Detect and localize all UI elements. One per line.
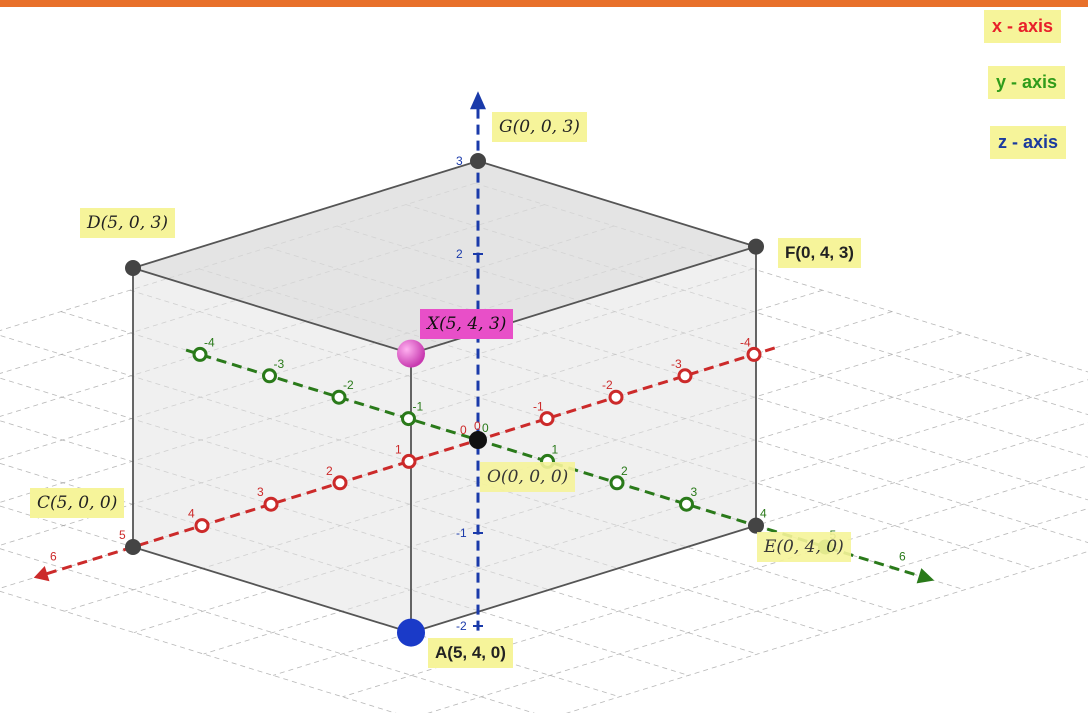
vertex-x — [397, 339, 425, 368]
cube-vertices — [125, 153, 833, 647]
y-tick-label: -3 — [274, 357, 285, 371]
x-tick-label: -1 — [533, 400, 544, 414]
vertex-a — [397, 618, 425, 647]
y-tick-label: -2 — [343, 378, 354, 392]
z-tick-label: -1 — [456, 526, 467, 540]
x-tick-label: -2 — [602, 378, 613, 392]
y-tick-label: 6 — [899, 549, 906, 563]
y-tick-label: 1 — [552, 442, 559, 456]
legend-y-axis-label: y - axis — [996, 72, 1058, 92]
vertex-o — [469, 431, 487, 449]
cube-edge — [477, 160, 757, 248]
point-label-c: C(5, 0, 0) — [30, 488, 125, 518]
x-tick-label: 5 — [119, 528, 126, 542]
x-tick-label: 3 — [257, 485, 264, 499]
origin-tick-label: 0 — [460, 423, 467, 437]
cube — [132, 160, 757, 634]
point-label-d: D(5, 0, 3) — [80, 208, 175, 238]
point-label-o: O(0, 0, 0) — [480, 462, 576, 492]
cube-edge — [132, 160, 479, 269]
point-label-x: X(5, 4, 3) — [420, 309, 514, 339]
vertex-c — [125, 539, 141, 555]
legend-z-axis-label: z - axis — [998, 132, 1059, 152]
y-tick-label: 2 — [621, 464, 628, 478]
grid-line — [427, 508, 1088, 713]
x-tick-mark — [746, 346, 762, 362]
x-tick-label: 2 — [326, 464, 333, 478]
legend-x-axis: x - axis — [984, 10, 1062, 43]
x-tick-label: -3 — [671, 357, 682, 371]
y-tick-mark — [609, 475, 625, 491]
z-tick-label: 2 — [456, 247, 463, 261]
x-tick-mark — [263, 496, 279, 512]
z-axis-arrow — [470, 91, 486, 110]
point-label-e: E(0, 4, 0) — [757, 532, 851, 562]
y-tick-mark — [192, 346, 208, 362]
y-tick-mark — [401, 411, 416, 427]
y-tick-mark — [679, 496, 694, 512]
legend-z-axis: z - axis — [990, 126, 1067, 159]
x-tick-mark — [608, 389, 624, 405]
x-tick-mark — [677, 368, 693, 384]
vertex-f — [748, 238, 764, 255]
y-tick-mark — [331, 389, 347, 405]
cube-edge — [410, 524, 757, 634]
grid-line — [0, 548, 535, 713]
grid-line — [565, 551, 1088, 713]
x-tick-label: 6 — [50, 549, 57, 563]
vertex-e — [748, 517, 764, 534]
origin-tick-label: 0 — [474, 419, 481, 433]
z-tick-label: -2 — [456, 619, 467, 633]
cube-edge — [132, 546, 412, 634]
x-tick-mark — [539, 411, 555, 427]
origin-tick-label: 0 — [482, 421, 489, 435]
vertex-d — [125, 260, 141, 276]
z-tick-label: 3 — [456, 154, 463, 168]
point-label-g: G(0, 0, 3) — [492, 112, 587, 142]
x-tick-label: 4 — [188, 507, 195, 521]
legend-y-axis: y - axis — [988, 66, 1066, 99]
y-tick-mark — [262, 368, 277, 384]
point-label-a: A(5, 4, 0) — [428, 638, 513, 668]
y-tick-label: -1 — [413, 400, 424, 414]
header-bar — [0, 0, 1088, 7]
y-tick-label: -4 — [204, 335, 215, 349]
x-tick-mark — [401, 453, 417, 469]
x-tick-mark — [194, 518, 210, 534]
legend-x-axis-label: x - axis — [992, 16, 1054, 36]
grid-line — [0, 590, 397, 713]
point-label-f: F(0, 4, 3) — [778, 238, 861, 268]
x-tick-mark — [332, 475, 348, 491]
x-axis-arrow — [33, 565, 50, 582]
x-tick-label: 1 — [395, 442, 402, 456]
cube-top-face — [133, 161, 756, 354]
cube-edge — [132, 267, 412, 355]
y-tick-label: 3 — [691, 485, 698, 499]
y-axis-arrow — [916, 568, 935, 584]
vertex-g — [470, 153, 486, 169]
y-tick-label: 4 — [760, 507, 767, 521]
x-tick-label: -4 — [740, 335, 751, 349]
